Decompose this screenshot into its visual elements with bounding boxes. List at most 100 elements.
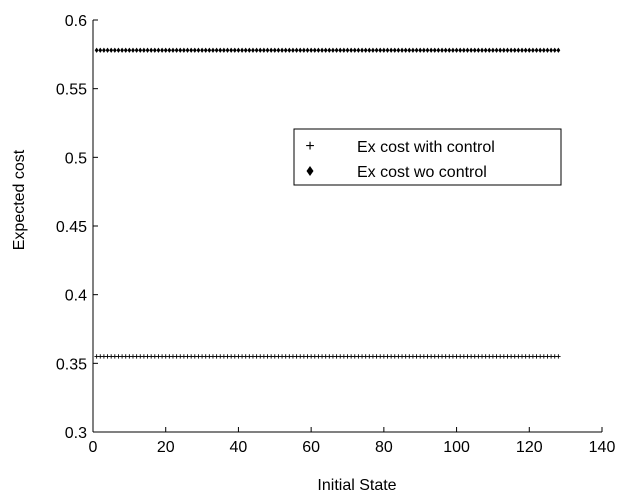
data-point: [109, 47, 114, 53]
data-point: [221, 47, 226, 53]
data-point: [258, 47, 263, 53]
data-point: [505, 47, 510, 53]
data-point: [527, 47, 532, 53]
data-point: [432, 47, 437, 53]
data-point: [334, 47, 339, 53]
data-point: [127, 47, 132, 53]
data-point: [352, 47, 357, 53]
data-point: [454, 47, 459, 53]
data-point: [403, 47, 408, 53]
data-point: [440, 47, 444, 53]
data-point: [189, 47, 194, 53]
data-point: [196, 47, 201, 53]
data-point: [407, 47, 412, 53]
data-point: [465, 47, 470, 53]
data-point: [105, 47, 110, 53]
data-point: [294, 47, 299, 53]
data-point: [269, 47, 274, 53]
data-point: [247, 47, 252, 53]
data-point: [418, 47, 423, 53]
data-point: [483, 47, 488, 53]
data-point: [160, 47, 164, 53]
data-point: [203, 47, 208, 53]
data-point: [501, 47, 506, 53]
data-point: [185, 47, 190, 53]
data-point: [283, 47, 288, 53]
data-point: [214, 47, 219, 53]
data-point: [396, 47, 401, 53]
data-point: [523, 47, 528, 53]
data-point: [363, 47, 368, 53]
data-point: [327, 47, 332, 53]
data-point: [309, 47, 314, 53]
data-point: [378, 47, 383, 53]
data-point: [345, 47, 350, 53]
data-point: [367, 47, 372, 53]
data-point: [156, 47, 161, 53]
data-point: [280, 47, 284, 53]
data-point: [229, 47, 234, 53]
data-point: [545, 47, 550, 53]
data-point: [276, 47, 281, 53]
data-point: [414, 47, 419, 53]
data-point: [421, 47, 426, 53]
data-point: [145, 47, 150, 53]
data-point: [287, 47, 292, 53]
data-point: [200, 47, 204, 53]
data-point: [458, 47, 463, 53]
data-point: [123, 47, 128, 53]
y-tick-label: 0.35: [56, 356, 87, 373]
x-tick-label: 140: [589, 439, 616, 456]
data-point: [381, 47, 386, 53]
data-point: [371, 47, 375, 53]
data-point: [240, 47, 244, 53]
data-point: [167, 47, 172, 53]
data-point: [232, 47, 237, 53]
x-tick-label: 120: [516, 439, 543, 456]
data-point: [272, 47, 277, 53]
data-point: [138, 47, 143, 53]
data-point: [509, 47, 514, 53]
data-point: [534, 47, 539, 53]
data-point: [207, 47, 212, 53]
x-tick-label: 0: [89, 439, 98, 456]
data-point: [443, 47, 448, 53]
data-point: [305, 47, 310, 53]
data-point: [480, 47, 484, 53]
legend: + Ex cost with control Ex cost wo contro…: [293, 128, 562, 186]
x-tick-label: 80: [375, 439, 393, 456]
data-point: [389, 47, 394, 53]
data-point: [520, 47, 524, 53]
legend-box: [293, 128, 562, 186]
data-point: [265, 47, 270, 53]
data-point: [472, 47, 477, 53]
y-tick-label: 0.3: [65, 425, 87, 442]
series-0: [94, 354, 561, 359]
data-point: [192, 47, 197, 53]
data-point: [341, 47, 346, 53]
data-point: [142, 47, 146, 53]
data-point: [320, 47, 324, 53]
data-point: [538, 47, 543, 53]
y-tick-label: 0.6: [65, 13, 87, 30]
data-point: [476, 47, 481, 53]
data-point: [301, 47, 306, 53]
data-point: [298, 47, 303, 53]
data-point: [552, 47, 557, 53]
legend-marker-diamond: [306, 166, 314, 176]
data-point: [516, 47, 521, 53]
data-point: [436, 47, 441, 53]
data-point: [498, 47, 503, 53]
legend-label-series-1: Ex cost wo control: [357, 164, 487, 181]
data-point: [392, 47, 397, 53]
x-axis-title: Initial State: [317, 477, 396, 494]
data-point: [312, 47, 317, 53]
x-tick-label: 40: [230, 439, 248, 456]
data-point: [429, 47, 434, 53]
data-point: [211, 47, 215, 53]
data-marks: [94, 47, 561, 359]
data-point: [425, 47, 430, 53]
data-point: [541, 47, 546, 53]
data-point: [120, 47, 124, 53]
